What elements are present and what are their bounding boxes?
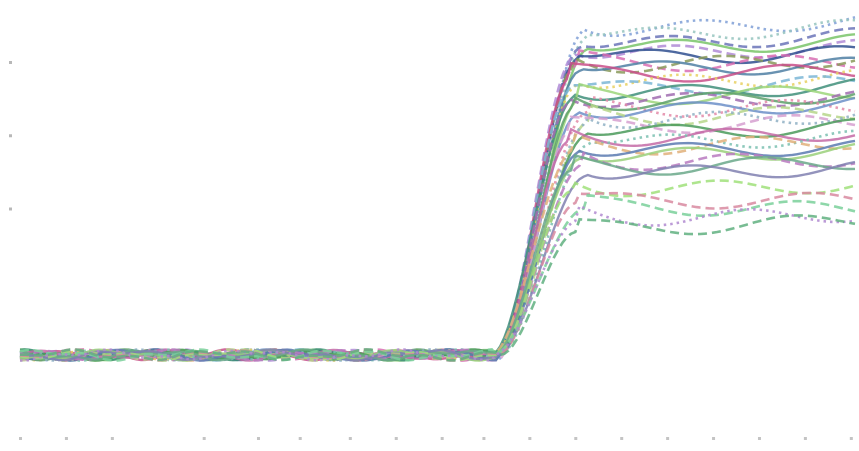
series-line-3 — [19, 33, 856, 362]
x-tick-9 — [482, 437, 486, 440]
x-tick-3 — [202, 437, 206, 440]
x-tick-1 — [64, 437, 68, 440]
y-tick-2 — [9, 61, 12, 64]
series-line-14 — [19, 90, 856, 362]
x-tick-14 — [712, 437, 716, 440]
series-line-32 — [19, 193, 856, 362]
x-tick-4 — [256, 437, 260, 440]
x-tick-13 — [666, 437, 670, 440]
series-line-10 — [19, 68, 856, 362]
series-line-33 — [19, 204, 856, 362]
x-tick-16 — [803, 437, 807, 440]
series-line-24 — [19, 132, 856, 362]
series-line-8 — [19, 56, 856, 362]
x-tick-5 — [298, 437, 302, 440]
x-tick-7 — [394, 437, 398, 440]
series-line-2 — [19, 27, 856, 362]
x-tick-10 — [528, 437, 532, 440]
series-line-23 — [19, 129, 856, 362]
x-tick-8 — [440, 437, 444, 440]
series-line-25 — [19, 139, 856, 362]
series-line-7 — [19, 54, 856, 362]
x-tick-17 — [849, 437, 853, 440]
y-tick-0 — [9, 207, 12, 211]
x-tick-0 — [19, 437, 22, 440]
series-line-30 — [19, 179, 856, 362]
series-line-13 — [19, 82, 856, 362]
series-line-27 — [19, 151, 856, 362]
series-line-29 — [19, 160, 856, 362]
series-line-1 — [20, 18, 856, 362]
series-line-22 — [19, 127, 856, 362]
series-line-12 — [19, 78, 856, 362]
x-tick-6 — [348, 437, 352, 440]
series-line-28 — [19, 153, 856, 362]
series-line-4 — [19, 38, 856, 362]
x-tick-11 — [574, 437, 578, 440]
series-line-11 — [19, 75, 856, 362]
y-tick-1 — [9, 134, 12, 138]
series-line-0 — [19, 16, 856, 362]
series-line-34 — [19, 214, 856, 362]
series-line-26 — [19, 142, 856, 362]
x-tick-15 — [757, 437, 761, 440]
x-tick-2 — [110, 437, 114, 440]
x-tick-12 — [620, 437, 624, 440]
series-line-31 — [19, 191, 856, 362]
